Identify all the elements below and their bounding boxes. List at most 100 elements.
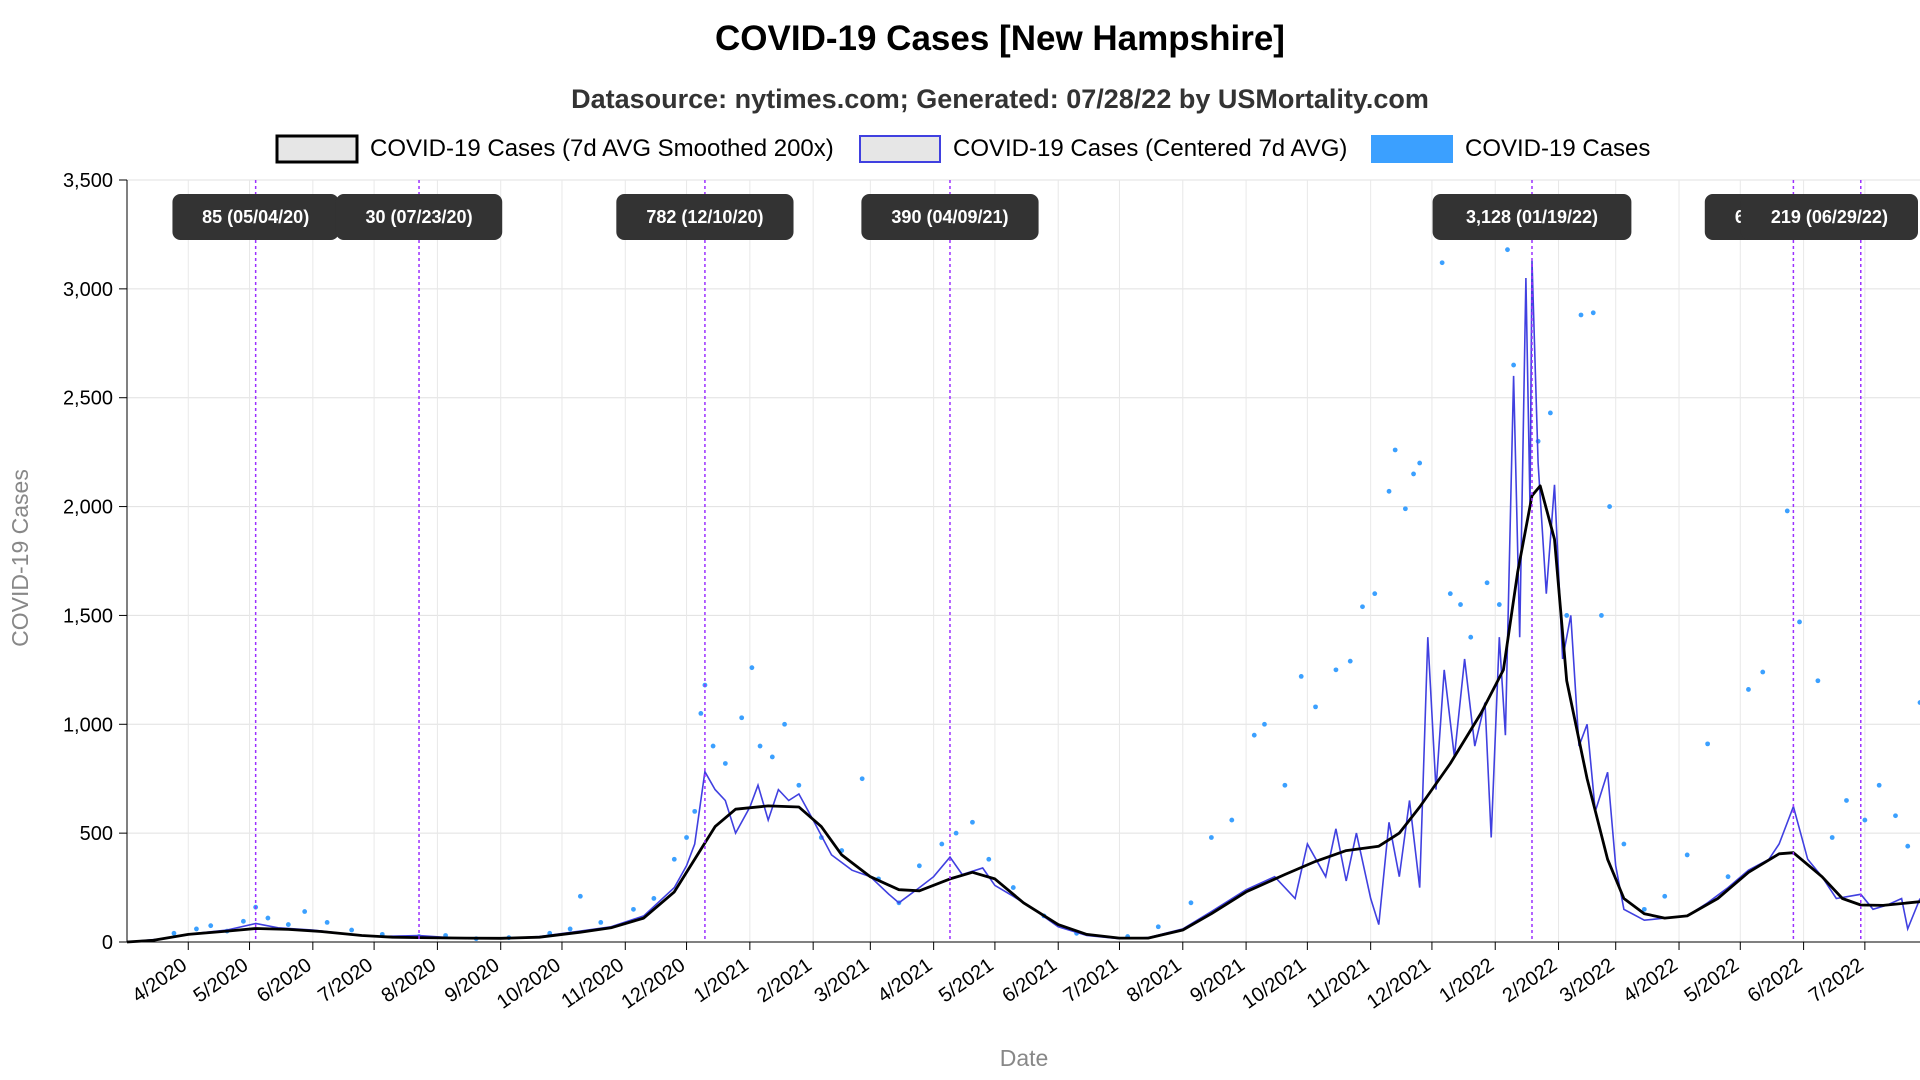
daily-case-point (1468, 634, 1474, 640)
daily-case-point (194, 926, 199, 932)
annotation-text: 219 (06/29/22) (1771, 207, 1888, 227)
x-tick-label: 12/2020 (618, 954, 690, 1013)
daily-case-point (241, 918, 246, 924)
daily-case-point (1208, 835, 1214, 840)
x-tick-label: 7/2020 (314, 954, 377, 1007)
chart-subtitle: Datasource: nytimes.com; Generated: 07/2… (571, 84, 1429, 114)
daily-case-point (171, 930, 177, 936)
daily-case-point (671, 856, 677, 862)
daily-case-point (1893, 813, 1898, 819)
daily-case-point (1621, 841, 1627, 847)
legend: COVID-19 Cases (7d AVG Smoothed 200x) CO… (275, 134, 1650, 164)
annotation-text: 3,128 (01/19/22) (1466, 207, 1598, 227)
annotation-box (1432, 194, 1632, 240)
daily-cases-points (171, 225, 1920, 942)
annotation-label: 219 (06/29/22) (1740, 194, 1918, 240)
smoothed-avg-line (126, 484, 1920, 944)
x-tick-label: 7/2022 (1805, 954, 1868, 1007)
annotation-label: 3,128 (01/19/22) (1432, 194, 1632, 240)
legend-item-daily[interactable]: COVID-19 Cases (1371, 135, 1650, 163)
legend-item-smoothed[interactable]: COVID-19 Cases (7d AVG Smoothed 200x) (275, 134, 834, 164)
x-tick-label: 3/2022 (1556, 954, 1619, 1007)
annotation-text: 85 (05/04/20) (202, 207, 309, 227)
daily-case-point (859, 776, 865, 782)
daily-case-point (1298, 673, 1304, 679)
daily-case-point (757, 743, 763, 749)
annotation-label: 390 (04/09/21) (861, 194, 1039, 240)
x-tick-label: 4/2022 (1619, 954, 1682, 1007)
x-tick-label: 12/2021 (1363, 954, 1435, 1013)
x-tick-label: 6/2020 (253, 954, 316, 1007)
daily-case-point (796, 782, 802, 788)
daily-case-point (1313, 704, 1318, 710)
daily-case-point (953, 830, 959, 836)
daily-case-point (1564, 613, 1570, 618)
annotation-label: 85 (05/04/20) (172, 194, 339, 240)
x-tick-label: 1/2022 (1435, 954, 1498, 1007)
x-tick-label: 2/2021 (753, 954, 816, 1007)
chart-title: COVID-19 Cases [New Hampshire] (715, 19, 1285, 58)
annotation-box (1740, 194, 1918, 240)
daily-case-point (631, 906, 636, 912)
daily-case-point (1251, 732, 1257, 738)
daily-case-point (739, 715, 745, 721)
x-tick-label: 1/2021 (690, 954, 753, 1007)
daily-case-point (285, 922, 291, 927)
daily-case-point (265, 915, 271, 921)
x-tick-label: 11/2020 (558, 954, 629, 1013)
annotation-box (861, 194, 1039, 240)
y-tick-label: 3,000 (63, 279, 113, 301)
daily-case-point (1784, 508, 1790, 514)
daily-case-point (1590, 310, 1596, 316)
daily-case-point (324, 920, 330, 925)
legend-label-centered: COVID-19 Cases (Centered 7d AVG) (953, 135, 1347, 162)
daily-case-point (1229, 817, 1235, 823)
daily-case-point (916, 863, 922, 869)
daily-case-point (1641, 906, 1647, 912)
daily-case-point (1876, 782, 1882, 788)
daily-case-point (1386, 488, 1392, 494)
daily-case-point (1905, 843, 1911, 849)
daily-case-point (710, 743, 716, 749)
legend-item-centered[interactable]: COVID-19 Cases (Centered 7d AVG) (859, 135, 1347, 163)
daily-case-point (1282, 782, 1288, 788)
daily-case-point (1746, 687, 1751, 692)
y-axis-title: COVID-19 Cases (7, 469, 33, 647)
daily-case-point (1417, 460, 1423, 466)
daily-case-point (1392, 447, 1398, 453)
daily-case-point (1815, 678, 1821, 684)
y-tick-label: 500 (80, 823, 113, 845)
daily-case-point (1010, 885, 1016, 890)
x-tick-label: 9/2021 (1186, 954, 1249, 1007)
legend-label-smoothed: COVID-19 Cases (7d AVG Smoothed 200x) (370, 135, 834, 162)
daily-case-point (1402, 506, 1408, 512)
daily-case-point (769, 754, 775, 760)
daily-case-point (1725, 874, 1731, 880)
daily-case-point (986, 856, 992, 862)
y-tick-label: 2,500 (63, 388, 113, 410)
annotation-text: 30 (07/23/20) (365, 207, 472, 227)
daily-case-point (970, 819, 975, 825)
centered-avg-line (126, 260, 1920, 943)
daily-case-point (782, 721, 787, 727)
y-tick-label: 3,500 (63, 170, 113, 192)
y-tick-label: 1,000 (63, 714, 113, 736)
annotation-box (172, 194, 339, 240)
grid-lines (127, 179, 1920, 943)
daily-case-point (302, 909, 308, 914)
annotations: 85 (05/04/20) 30 (07/23/20) 782 (12/10/20)… (172, 180, 1918, 942)
centered-avg-series (126, 260, 1920, 943)
daily-case-point (1917, 700, 1920, 705)
daily-case-point (1862, 817, 1868, 823)
daily-case-point (939, 841, 945, 847)
daily-case-point (1347, 658, 1353, 664)
daily-case-point (1511, 362, 1517, 368)
x-tick-label: 8/2021 (1123, 954, 1186, 1007)
legend-swatch-smoothed (275, 134, 359, 164)
legend-swatch-daily (1371, 135, 1453, 163)
legend-swatch-centered (859, 135, 941, 163)
daily-case-point (1458, 602, 1463, 607)
